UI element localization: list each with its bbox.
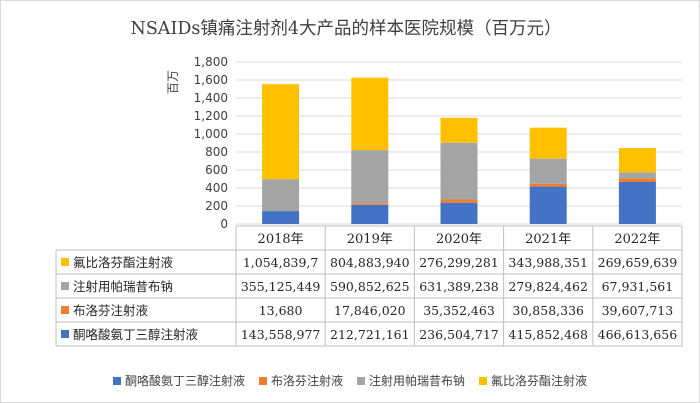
table-cell-value: 236,504,717 — [419, 327, 499, 342]
table-legend-key — [61, 330, 69, 338]
category-label: 2022年 — [614, 232, 660, 247]
table-series-name: 注射用帕瑞昔布钠 — [73, 279, 173, 294]
chart-title: NSAIDs镇痛注射剂4大产品的样本医院规模（百万元） — [131, 19, 562, 39]
table-legend-key — [61, 282, 69, 290]
table-cell-value: 590,852,625 — [330, 279, 410, 294]
table-cell-value: 1,054,839,7 — [243, 255, 319, 270]
bar-segment — [351, 77, 389, 151]
table-series-name: 氟比洛芬酯注射液 — [73, 255, 174, 270]
table-cell-value: 631,389,238 — [419, 279, 499, 294]
bar-segment — [618, 178, 656, 183]
bar-segment — [440, 202, 478, 224]
table-series-name: 布洛芬注射液 — [73, 303, 149, 318]
y-tick-label: 1,800 — [194, 55, 228, 69]
y-axis-label: 百万 — [166, 70, 180, 94]
table-cell-value: 143,558,977 — [241, 327, 321, 342]
legend-label: 酮咯酸氨丁三醇注射液 — [125, 373, 245, 388]
table-cell-value: 13,680 — [259, 303, 303, 318]
y-tick-label: 1,000 — [194, 127, 228, 141]
table-cell-value: 466,613,656 — [598, 327, 678, 342]
y-tick-label: 400 — [205, 181, 228, 195]
legend-label: 布洛芬注射液 — [271, 373, 343, 388]
bar-segment — [529, 158, 567, 184]
table-cell-value: 269,659,639 — [598, 255, 678, 270]
legend: 酮咯酸氨丁三醇注射液 布洛芬注射液 注射用帕瑞昔布钠 氟比洛芬酯注射液 — [113, 373, 587, 388]
y-tick-label: 1,200 — [194, 109, 228, 123]
legend-key — [479, 377, 487, 385]
y-tick-label: 600 — [205, 163, 228, 177]
bars — [262, 77, 656, 224]
table-legend-key — [61, 306, 69, 314]
table-cell-value: 212,721,161 — [330, 327, 410, 342]
bar-segment — [351, 204, 389, 224]
y-tick-label: 1,600 — [194, 73, 228, 87]
bar-segment — [529, 183, 567, 187]
y-tick-label: 800 — [205, 145, 228, 159]
table-series-name: 酮咯酸氨丁三醇注射液 — [73, 327, 199, 342]
category-label: 2018年 — [258, 232, 304, 247]
category-label: 2019年 — [347, 232, 393, 247]
bar-segment — [351, 203, 389, 205]
table-cell-value: 30,858,336 — [512, 303, 584, 318]
table-cell-value: 39,607,713 — [602, 303, 674, 318]
bar-segment — [618, 148, 656, 173]
table-cell-value: 343,988,351 — [508, 255, 588, 270]
table-cell-value: 276,299,281 — [419, 255, 499, 270]
table-cell-value: 415,852,468 — [508, 327, 588, 342]
legend-key — [113, 377, 121, 385]
gridlines — [236, 61, 682, 225]
table-legend-key — [61, 258, 69, 266]
table-cell-value: 279,824,462 — [508, 279, 588, 294]
y-axis-ticks: 0 200 400 600 800 1,000 1,200 1,400 1,600 1,800 — [194, 55, 228, 231]
category-label: 2021年 — [525, 232, 571, 247]
legend-key — [357, 377, 365, 385]
legend-label: 注射用帕瑞昔布钠 — [369, 373, 465, 388]
table-cell-value: 355,125,449 — [241, 279, 321, 294]
y-tick-label: 200 — [205, 199, 228, 213]
y-tick-label: 1,400 — [194, 91, 228, 105]
table-cell-value: 804,883,940 — [330, 255, 410, 270]
bar-segment — [351, 150, 389, 204]
bar-segment — [440, 199, 478, 203]
category-label: 2020年 — [436, 232, 482, 247]
bar-segment — [440, 117, 478, 143]
bar-segment — [618, 172, 656, 179]
bar-segment — [618, 182, 656, 224]
legend-label: 氟比洛芬酯注射液 — [491, 373, 587, 388]
bar-segment — [529, 127, 567, 159]
table-cell-value: 35,352,463 — [423, 303, 495, 318]
table-cell-value: 67,931,561 — [602, 279, 674, 294]
bar-segment — [262, 84, 300, 180]
bar-segment — [440, 142, 478, 200]
table-cell-value: 17,846,020 — [334, 303, 406, 318]
legend-key — [259, 377, 267, 385]
bar-segment — [262, 211, 300, 224]
bar-segment — [262, 179, 300, 212]
y-tick-label: 0 — [220, 217, 228, 231]
bar-segment — [529, 186, 567, 224]
